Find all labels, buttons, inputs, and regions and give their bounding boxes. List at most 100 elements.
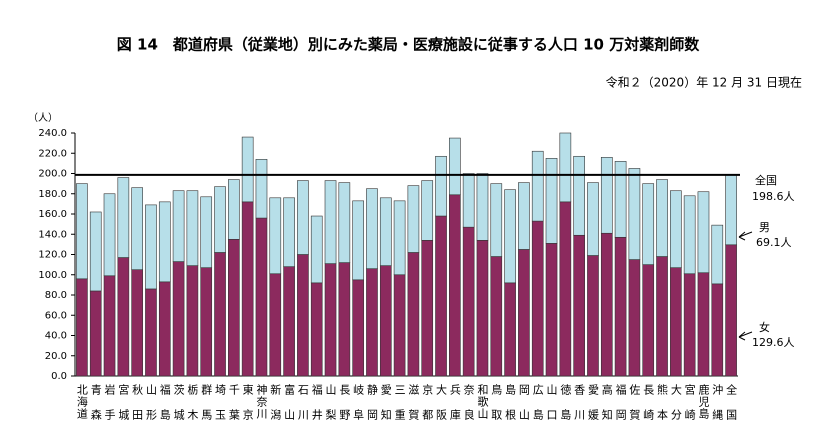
bar-segment bbox=[573, 155, 585, 236]
bar-segment bbox=[89, 211, 102, 292]
bar-segment bbox=[642, 183, 655, 265]
bar-segment bbox=[117, 177, 130, 258]
x-tick-label: 香川 bbox=[573, 384, 586, 434]
bar-segment bbox=[462, 173, 475, 228]
chart-title: 図 14 都道府県（従業地）別にみた薬局・医療施設に従事する人口 10 万対薬剤… bbox=[117, 36, 700, 54]
bar-segment bbox=[449, 194, 461, 377]
bar-segment bbox=[283, 197, 295, 267]
bar-segment bbox=[670, 267, 682, 377]
bar-segment bbox=[725, 244, 737, 377]
y-tick-label: 180.0 bbox=[38, 189, 67, 200]
bar-segment bbox=[697, 191, 710, 274]
x-tick-label: 神奈川 bbox=[255, 383, 268, 420]
x-tick-label: 千葉 bbox=[227, 384, 240, 434]
bar-segment bbox=[421, 180, 434, 241]
bar-segment bbox=[407, 185, 420, 253]
bar-segment bbox=[338, 182, 351, 263]
y-tick-label: 0.0 bbox=[51, 371, 67, 382]
x-tick-label: 大分 bbox=[669, 383, 682, 434]
x-tick-label: 熊本 bbox=[656, 383, 669, 434]
x-tick-label: 富山 bbox=[283, 383, 296, 434]
arrow bbox=[738, 331, 753, 341]
bar-segment bbox=[158, 281, 171, 377]
bar-segment bbox=[338, 262, 351, 377]
bar-segment bbox=[76, 183, 88, 280]
bar-segment bbox=[614, 161, 627, 238]
x-tick-label: 全国 bbox=[725, 383, 738, 434]
x-tick-label: 徳島 bbox=[559, 384, 572, 434]
bar-segment bbox=[379, 265, 392, 377]
x-tick-label: 京都 bbox=[421, 383, 434, 434]
y-tick-label: 80.0 bbox=[45, 290, 67, 301]
bar-segment bbox=[103, 275, 116, 377]
bar-segment bbox=[573, 234, 585, 377]
x-tick-label: 岐阜 bbox=[352, 384, 365, 434]
bar-segment bbox=[545, 158, 558, 244]
bar-segment bbox=[145, 288, 157, 377]
legend-male-note: 69.1人 bbox=[756, 236, 792, 249]
y-tick-label: 160.0 bbox=[38, 209, 67, 220]
bar-segment bbox=[518, 249, 530, 377]
bar-segment bbox=[352, 279, 364, 377]
bar-segment bbox=[683, 273, 696, 377]
x-tick-label: 鹿児島 bbox=[697, 383, 710, 420]
bar-segment bbox=[545, 243, 558, 377]
x-tick-label: 東京 bbox=[241, 384, 254, 434]
x-tick-label: 滋賀 bbox=[407, 384, 420, 434]
bar-segment bbox=[476, 173, 489, 241]
x-tick-label: 島根 bbox=[504, 383, 517, 434]
bar-segment bbox=[449, 137, 461, 196]
bar-segment bbox=[310, 215, 323, 284]
reference-label: 198.6人 bbox=[752, 190, 795, 203]
x-tick-label: 茨城 bbox=[172, 383, 185, 434]
x-tick-label: 群馬 bbox=[200, 383, 213, 434]
bar-segment bbox=[504, 282, 516, 377]
x-tick-label: 埼玉 bbox=[214, 383, 227, 434]
bar-segment bbox=[518, 182, 530, 250]
x-tick-label: 山梨 bbox=[324, 384, 337, 434]
bar-segment bbox=[559, 132, 572, 203]
bar-segment bbox=[255, 159, 268, 219]
legend-female: 女 bbox=[759, 320, 770, 334]
bar-segment bbox=[131, 269, 143, 377]
x-tick-label: 福島 bbox=[158, 383, 171, 434]
bar-segment bbox=[490, 256, 503, 377]
x-tick-label: 長野 bbox=[338, 384, 351, 434]
x-tick-label: 三重 bbox=[393, 384, 406, 434]
bar-segment bbox=[462, 226, 475, 377]
bar-segment bbox=[600, 232, 613, 377]
bar-segment bbox=[269, 273, 282, 377]
x-tick-label: 高知 bbox=[600, 383, 613, 434]
bar-segment bbox=[711, 283, 724, 377]
bar-segment bbox=[711, 224, 724, 285]
bar-segment bbox=[228, 239, 240, 377]
bar-segment bbox=[393, 274, 406, 377]
bar-segment bbox=[145, 204, 157, 290]
bar-segment bbox=[587, 182, 599, 256]
x-tick-label: 佐賀 bbox=[628, 383, 641, 434]
bar-segment bbox=[600, 157, 613, 234]
bar-segment bbox=[490, 183, 503, 257]
bar-segment bbox=[255, 217, 268, 377]
x-tick-label: 宮崎 bbox=[683, 383, 696, 434]
x-tick-label: 長崎 bbox=[642, 384, 655, 434]
bar-segment bbox=[366, 188, 378, 269]
bar-segment bbox=[656, 179, 668, 257]
bar-segment bbox=[172, 261, 185, 377]
legend-female-note: 129.6人 bbox=[752, 336, 795, 349]
y-tick-label: 140.0 bbox=[38, 229, 67, 240]
bar-segment bbox=[435, 215, 447, 377]
x-tick-label: 奈良 bbox=[462, 383, 475, 434]
x-tick-label: 大阪 bbox=[435, 383, 448, 434]
bar-segment bbox=[366, 268, 378, 377]
bar-segment bbox=[324, 180, 337, 264]
bar-segment bbox=[200, 267, 213, 377]
x-tick-label: 岡山 bbox=[517, 384, 530, 434]
x-tick-label: 福岡 bbox=[614, 383, 627, 434]
x-tick-label: 静岡 bbox=[365, 383, 378, 434]
bar-segment bbox=[200, 196, 213, 268]
bar-segment bbox=[214, 252, 226, 377]
bar-segment bbox=[421, 240, 434, 377]
